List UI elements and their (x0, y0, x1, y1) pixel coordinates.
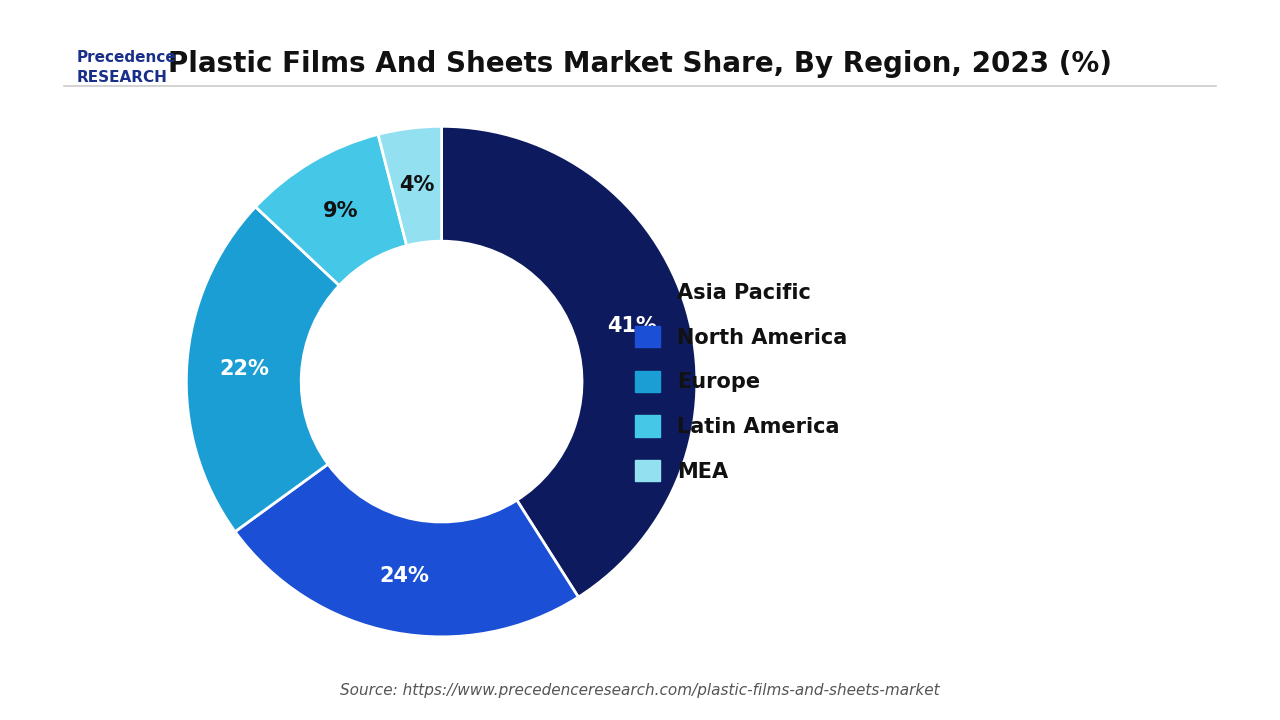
Wedge shape (187, 207, 339, 531)
Text: Source: https://www.precedenceresearch.com/plastic-films-and-sheets-market: Source: https://www.precedenceresearch.c… (340, 683, 940, 698)
Wedge shape (378, 126, 442, 246)
Text: 4%: 4% (399, 176, 434, 195)
Text: 22%: 22% (219, 359, 269, 379)
Text: 41%: 41% (607, 316, 657, 336)
Wedge shape (442, 126, 696, 597)
Text: Precedence
RESEARCH: Precedence RESEARCH (77, 50, 177, 85)
Text: 9%: 9% (323, 202, 358, 221)
Wedge shape (236, 464, 579, 637)
Text: Plastic Films And Sheets Market Share, By Region, 2023 (%): Plastic Films And Sheets Market Share, B… (168, 50, 1112, 78)
Text: 24%: 24% (380, 566, 430, 586)
Legend: Asia Pacific, North America, Europe, Latin America, MEA: Asia Pacific, North America, Europe, Lat… (635, 282, 847, 482)
Wedge shape (256, 135, 407, 286)
